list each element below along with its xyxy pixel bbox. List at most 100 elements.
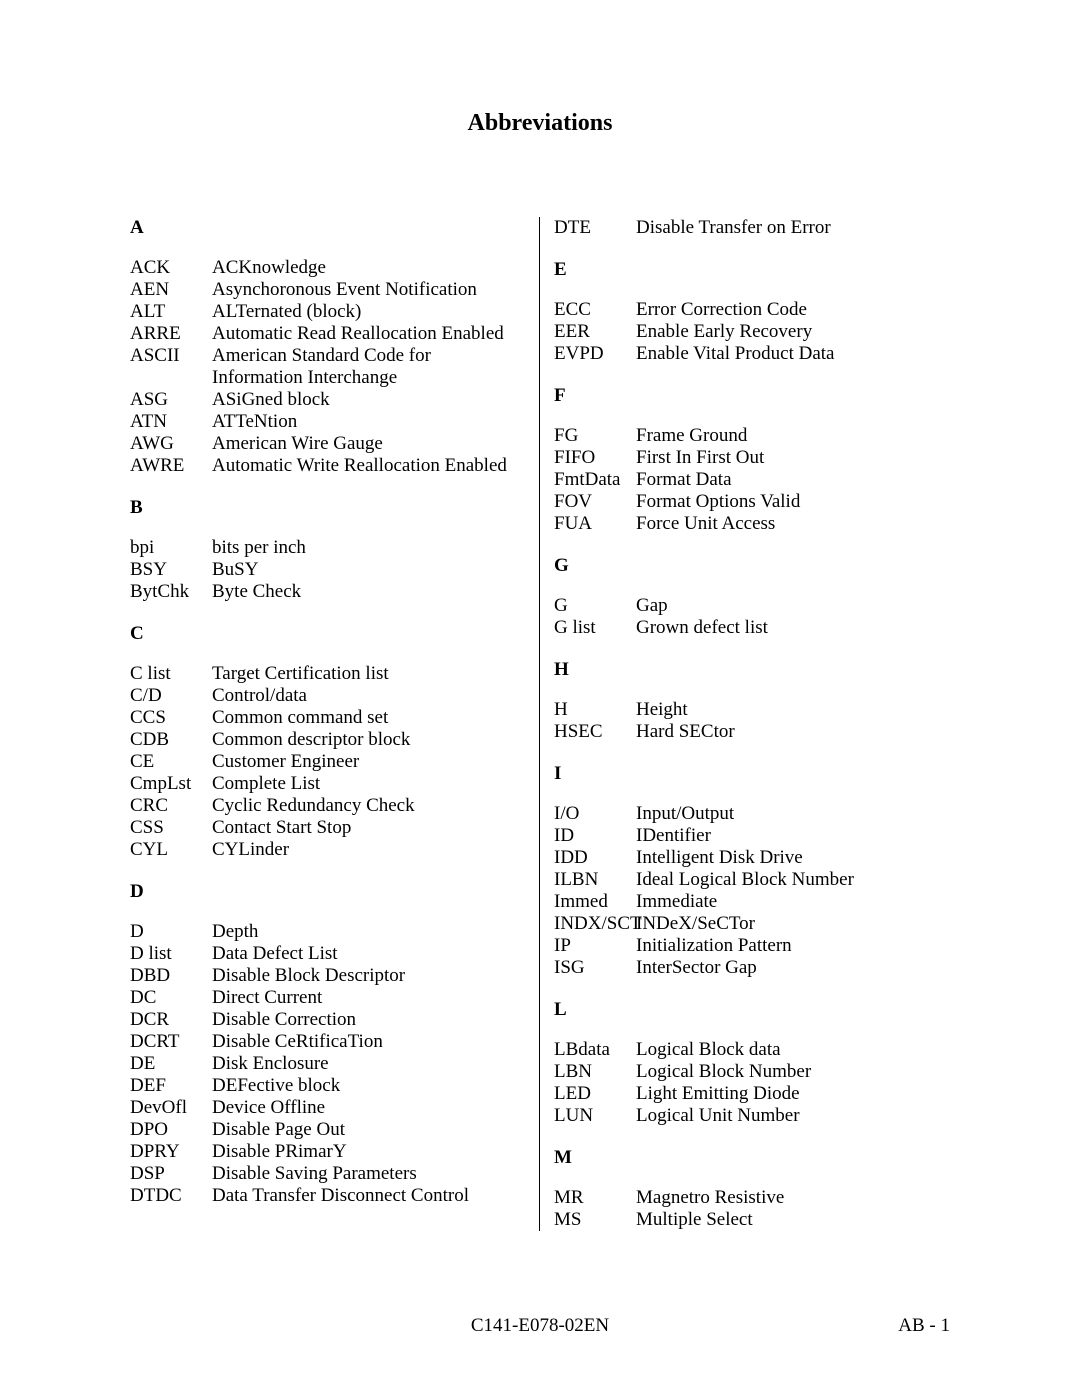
- entry: CYLCYLinder: [130, 839, 525, 861]
- def: CYLinder: [212, 839, 525, 861]
- entry: CCSCommon command set: [130, 707, 525, 729]
- section-head-l: L: [554, 999, 950, 1021]
- abbr: DCRT: [130, 1031, 212, 1053]
- def: Hard SECtor: [636, 721, 950, 743]
- abbr: ILBN: [554, 869, 636, 891]
- entry: LEDLight Emitting Diode: [554, 1083, 950, 1105]
- def: Data Transfer Disconnect Control: [212, 1185, 525, 1207]
- section-head-c: C: [130, 623, 525, 645]
- def: Force Unit Access: [636, 513, 950, 535]
- def: Customer Engineer: [212, 751, 525, 773]
- def: Immediate: [636, 891, 950, 913]
- abbr: ACK: [130, 257, 212, 279]
- def: Enable Early Recovery: [636, 321, 950, 343]
- abbr: DCR: [130, 1009, 212, 1031]
- def: Format Data: [636, 469, 950, 491]
- abbr: G list: [554, 617, 636, 639]
- entry: MRMagnetro Resistive: [554, 1187, 950, 1209]
- entry: HSECHard SECtor: [554, 721, 950, 743]
- def: ALTernated (block): [212, 301, 525, 323]
- entry: CmpLstComplete List: [130, 773, 525, 795]
- abbr: DC: [130, 987, 212, 1009]
- abbr: ARRE: [130, 323, 212, 345]
- entry: EEREnable Early Recovery: [554, 321, 950, 343]
- entry: FUAForce Unit Access: [554, 513, 950, 535]
- abbr: BSY: [130, 559, 212, 581]
- abbr: LBN: [554, 1061, 636, 1083]
- abbr: Immed: [554, 891, 636, 913]
- column-right: DTEDisable Transfer on Error E ECCError …: [540, 217, 950, 1231]
- def: Direct Current: [212, 987, 525, 1009]
- def: Disable CeRtificaTion: [212, 1031, 525, 1053]
- def: Cyclic Redundancy Check: [212, 795, 525, 817]
- def: bits per inch: [212, 537, 525, 559]
- spacer: [554, 1127, 950, 1145]
- def: ASiGned block: [212, 389, 525, 411]
- abbr: bpi: [130, 537, 212, 559]
- entry: ACKACKnowledge: [130, 257, 525, 279]
- entry: DTDCData Transfer Disconnect Control: [130, 1185, 525, 1207]
- abbr: CE: [130, 751, 212, 773]
- spacer: [554, 535, 950, 553]
- spacer: [554, 639, 950, 657]
- spacer: [130, 861, 525, 879]
- section-head-i: I: [554, 763, 950, 785]
- spacer: [554, 979, 950, 997]
- def: Multiple Select: [636, 1209, 950, 1231]
- entry: ALTALTernated (block): [130, 301, 525, 323]
- entry: C listTarget Certification list: [130, 663, 525, 685]
- section-head-g: G: [554, 555, 950, 577]
- abbr: CCS: [130, 707, 212, 729]
- def: Byte Check: [212, 581, 525, 603]
- section-head-d: D: [130, 881, 525, 903]
- abbr: AWRE: [130, 455, 212, 477]
- abbr: I/O: [554, 803, 636, 825]
- abbr: DevOfl: [130, 1097, 212, 1119]
- def: Disable Block Descriptor: [212, 965, 525, 987]
- entry: AWREAutomatic Write Reallocation Enabled: [130, 455, 525, 477]
- abbr: CYL: [130, 839, 212, 861]
- def: American Standard Code for Information I…: [212, 345, 525, 389]
- abbr: DTE: [554, 217, 636, 239]
- abbr: DPO: [130, 1119, 212, 1141]
- entry: IDIDentifier: [554, 825, 950, 847]
- entry: AWGAmerican Wire Gauge: [130, 433, 525, 455]
- entry: CSSContact Start Stop: [130, 817, 525, 839]
- abbr: LBdata: [554, 1039, 636, 1061]
- entry: CRCCyclic Redundancy Check: [130, 795, 525, 817]
- abbr: BytChk: [130, 581, 212, 603]
- def: Device Offline: [212, 1097, 525, 1119]
- spacer: [554, 743, 950, 761]
- entry: D listData Defect List: [130, 943, 525, 965]
- entry: LBNLogical Block Number: [554, 1061, 950, 1083]
- entry: DDepth: [130, 921, 525, 943]
- abbr: DPRY: [130, 1141, 212, 1163]
- def: Automatic Read Reallocation Enabled: [212, 323, 525, 345]
- def: Control/data: [212, 685, 525, 707]
- abbr: DTDC: [130, 1185, 212, 1207]
- entry: DBDDisable Block Descriptor: [130, 965, 525, 987]
- entry: DevOflDevice Offline: [130, 1097, 525, 1119]
- abbr: AEN: [130, 279, 212, 301]
- abbr: ASCII: [130, 345, 212, 389]
- abbr: MS: [554, 1209, 636, 1231]
- abbr: HSEC: [554, 721, 636, 743]
- abbr: IP: [554, 935, 636, 957]
- def: Disable Transfer on Error: [636, 217, 950, 239]
- def: Automatic Write Reallocation Enabled: [212, 455, 525, 477]
- section-head-a: A: [130, 217, 525, 239]
- abbr: DBD: [130, 965, 212, 987]
- def: Target Certification list: [212, 663, 525, 685]
- abbr: C/D: [130, 685, 212, 707]
- abbr: IDD: [554, 847, 636, 869]
- page: Abbreviations A ACKACKnowledge AENAsynch…: [0, 0, 1080, 1397]
- def: Data Defect List: [212, 943, 525, 965]
- entry: DPODisable Page Out: [130, 1119, 525, 1141]
- abbr: INDX/SCT: [554, 913, 636, 935]
- def: Format Options Valid: [636, 491, 950, 513]
- section-head-m: M: [554, 1147, 950, 1169]
- abbr: LED: [554, 1083, 636, 1105]
- abbr: LUN: [554, 1105, 636, 1127]
- entry: bpibits per inch: [130, 537, 525, 559]
- spacer: [130, 603, 525, 621]
